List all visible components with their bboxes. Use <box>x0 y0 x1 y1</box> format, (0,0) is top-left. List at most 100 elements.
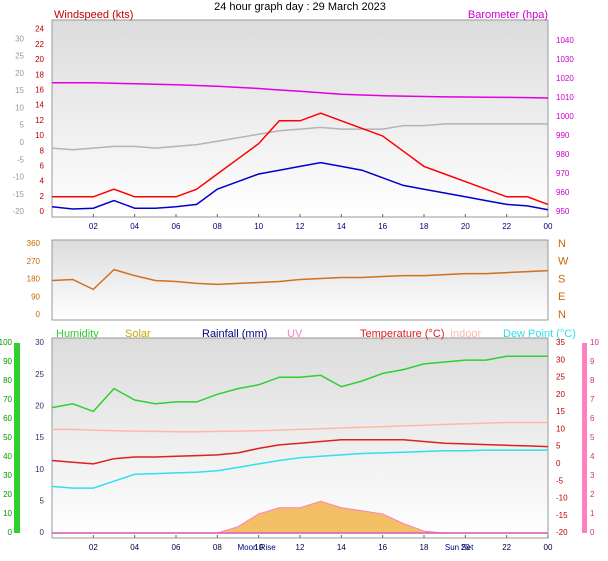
y-axis-label: Windspeed (kts) <box>54 9 133 21</box>
y-tick-label: 270 <box>27 257 41 266</box>
y-tick-label: 960 <box>556 188 570 197</box>
y-tick-label: 0 <box>20 138 25 147</box>
y-tick-label: 10 <box>590 338 599 347</box>
y-tick-label: 7 <box>590 395 595 404</box>
uv-bar <box>582 343 587 533</box>
x-tick-label: 18 <box>420 543 429 552</box>
line <box>52 112 549 206</box>
y-tick-label: 980 <box>556 150 570 159</box>
y-tick-label: 25 <box>556 373 565 382</box>
y-tick-label: 30 <box>35 338 44 347</box>
legend-label: Indoor <box>450 328 482 340</box>
y-tick-label: 5 <box>556 442 561 451</box>
y-tick-label: 18 <box>35 70 44 79</box>
y-tick-label: 1 <box>590 509 595 518</box>
y-tick-label: 10 <box>15 103 24 112</box>
legend-label: Temperature (°C) <box>360 328 444 340</box>
line <box>51 268 549 291</box>
y-tick-label: 8 <box>590 376 595 385</box>
y-tick-label: 70 <box>3 395 12 404</box>
x-tick-label: 08 <box>213 222 222 231</box>
y-tick-label: 15 <box>15 86 24 95</box>
y-tick-label: 20 <box>556 390 565 399</box>
wind-panel <box>51 19 549 218</box>
y-tick-label: 970 <box>556 169 570 178</box>
y-tick-label: 50 <box>3 433 12 442</box>
y-tick-label: 90 <box>3 357 12 366</box>
x-tick-label: 08 <box>213 543 222 552</box>
y2-axis-label: Barometer (hpa) <box>468 9 548 21</box>
line <box>52 421 548 433</box>
line <box>51 123 548 151</box>
y-tick-label: 0 <box>40 207 45 216</box>
x-tick-label: 10 <box>254 543 263 552</box>
x-tick-label: 22 <box>502 222 511 231</box>
x-tick-label: 02 <box>89 222 98 231</box>
temperature-panel <box>51 337 549 539</box>
y-tick-label: 5 <box>20 121 25 130</box>
y-tick-label: 3 <box>590 471 595 480</box>
y-tick-label: -10 <box>12 173 24 182</box>
y-tick-label: 90 <box>31 292 40 301</box>
y-tick-label: S <box>558 273 565 285</box>
y-tick-label: 35 <box>556 338 565 347</box>
y-tick-label: 16 <box>35 86 44 95</box>
x-tick-label: 18 <box>420 222 429 231</box>
x-tick-label: 04 <box>130 222 139 231</box>
y-tick-label: 950 <box>556 207 570 216</box>
y-tick-label: 60 <box>3 414 12 423</box>
legend-label: Solar <box>125 328 151 340</box>
legend-label: Humidity <box>56 328 99 340</box>
y-tick-label: 9 <box>590 357 595 366</box>
y-tick-label: 5 <box>590 433 595 442</box>
x-tick-label: 14 <box>337 222 346 231</box>
y-tick-label: 6 <box>40 162 45 171</box>
y-tick-label: 30 <box>556 355 565 364</box>
line <box>51 355 548 413</box>
y-tick-label: 22 <box>35 40 44 49</box>
x-tick-label: 00 <box>544 543 553 552</box>
y-tick-label: 2 <box>40 192 45 201</box>
y-tick-label: 1030 <box>556 55 574 64</box>
x-tick-label: 10 <box>254 222 263 231</box>
y-tick-label: 80 <box>3 376 12 385</box>
y-tick-label: N <box>558 238 566 250</box>
y-tick-label: 1020 <box>556 74 574 83</box>
humidity-bar <box>14 343 20 533</box>
y-tick-label: 25 <box>15 52 24 61</box>
y-tick-label: 12 <box>35 116 44 125</box>
y-tick-label: 10 <box>3 509 12 518</box>
y-tick-label: 20 <box>35 55 44 64</box>
y-tick-label: -15 <box>556 511 568 520</box>
chart-title: 24 hour graph day : 29 March 2023 <box>214 1 386 13</box>
y-tick-label: 10 <box>35 131 44 140</box>
legend-label: Dew Point (°C) <box>503 328 576 340</box>
y-tick-label: 360 <box>27 239 41 248</box>
x-tick-label: 20 <box>461 543 470 552</box>
y-tick-label: 25 <box>35 370 44 379</box>
x-tick-label: 16 <box>378 543 387 552</box>
y-tick-label: 100 <box>0 338 13 347</box>
legend-label: UV <box>287 328 303 340</box>
line <box>51 449 548 489</box>
x-tick-label: 06 <box>172 543 181 552</box>
y-tick-label: 0 <box>40 528 45 537</box>
y-tick-label: 4 <box>40 177 45 186</box>
x-tick-label: 00 <box>544 222 553 231</box>
x-tick-label: 12 <box>296 222 305 231</box>
y-tick-label: 0 <box>556 459 561 468</box>
y-tick-label: 15 <box>35 433 44 442</box>
x-tick-label: 20 <box>461 222 470 231</box>
y-tick-label: 0 <box>36 310 41 319</box>
line <box>52 82 549 99</box>
y-tick-label: 0 <box>590 528 595 537</box>
y-tick-label: 1010 <box>556 93 574 102</box>
y-tick-label: 14 <box>35 101 44 110</box>
legend-label: Rainfall (mm) <box>202 328 267 340</box>
x-tick-label: 06 <box>172 222 181 231</box>
y-tick-label: 10 <box>556 424 565 433</box>
y-tick-label: 30 <box>15 34 24 43</box>
y-tick-label: N <box>558 309 566 321</box>
y-tick-label: 1040 <box>556 36 574 45</box>
